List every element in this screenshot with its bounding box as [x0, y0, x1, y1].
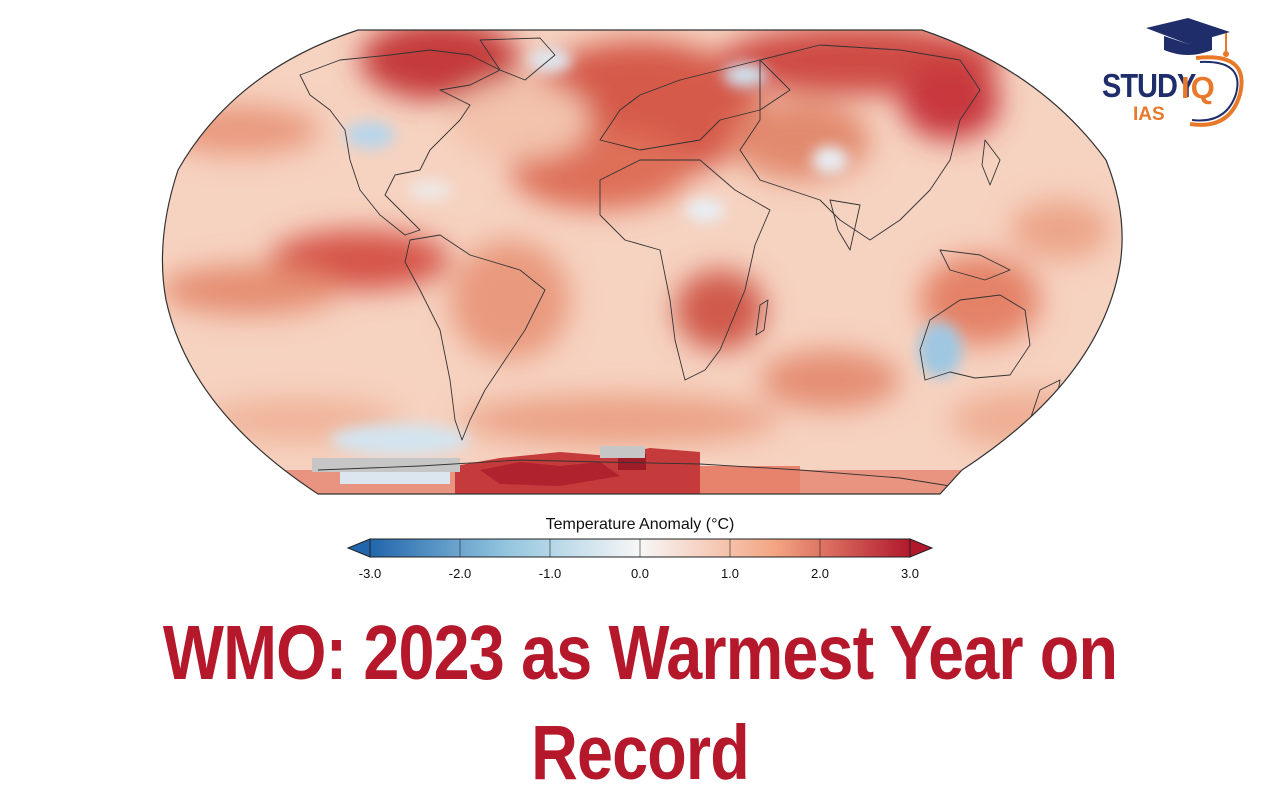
- tick-marks: [459, 539, 821, 557]
- world-map-svg: [161, 29, 1123, 495]
- color-legend: Temperature Anomaly (°C) -3.0 -2.0 -1.0 0.0…: [345, 516, 935, 586]
- colorbar-tick-label: -2.0: [448, 566, 472, 581]
- logo-ias-text: IAS: [1133, 104, 1165, 125]
- warm-anomaly-layer: [162, 30, 1110, 450]
- temperature-anomaly-map: [161, 29, 1123, 495]
- anomaly-field: [162, 30, 1123, 494]
- colorbar-tick-label: -3.0: [358, 566, 382, 581]
- logo-study-text: STUDY: [1102, 68, 1196, 105]
- colorbar-tick-label: 0.0: [630, 566, 650, 581]
- map-border: [161, 29, 1123, 495]
- colorbar-tick-label: 2.0: [810, 566, 830, 581]
- colorbar-tick-label: -1.0: [538, 566, 562, 581]
- legend-title: Temperature Anomaly (°C): [545, 516, 735, 533]
- graduation-cap-icon: [1146, 18, 1244, 127]
- colorbar-tick-label: 1.0: [720, 566, 740, 581]
- colorbar: [346, 538, 934, 558]
- logo-iq-text: IQ: [1181, 70, 1216, 105]
- coastlines: [299, 37, 1061, 487]
- headline: WMO: 2023 as Warmest Year on Record: [162, 610, 1118, 796]
- colorbar-tick-label: 3.0: [900, 566, 920, 581]
- cold-extend-arrow: [346, 538, 371, 558]
- studyiq-logo: STUDY IQ IAS: [1100, 12, 1260, 142]
- hot-extend-arrow: [909, 538, 934, 558]
